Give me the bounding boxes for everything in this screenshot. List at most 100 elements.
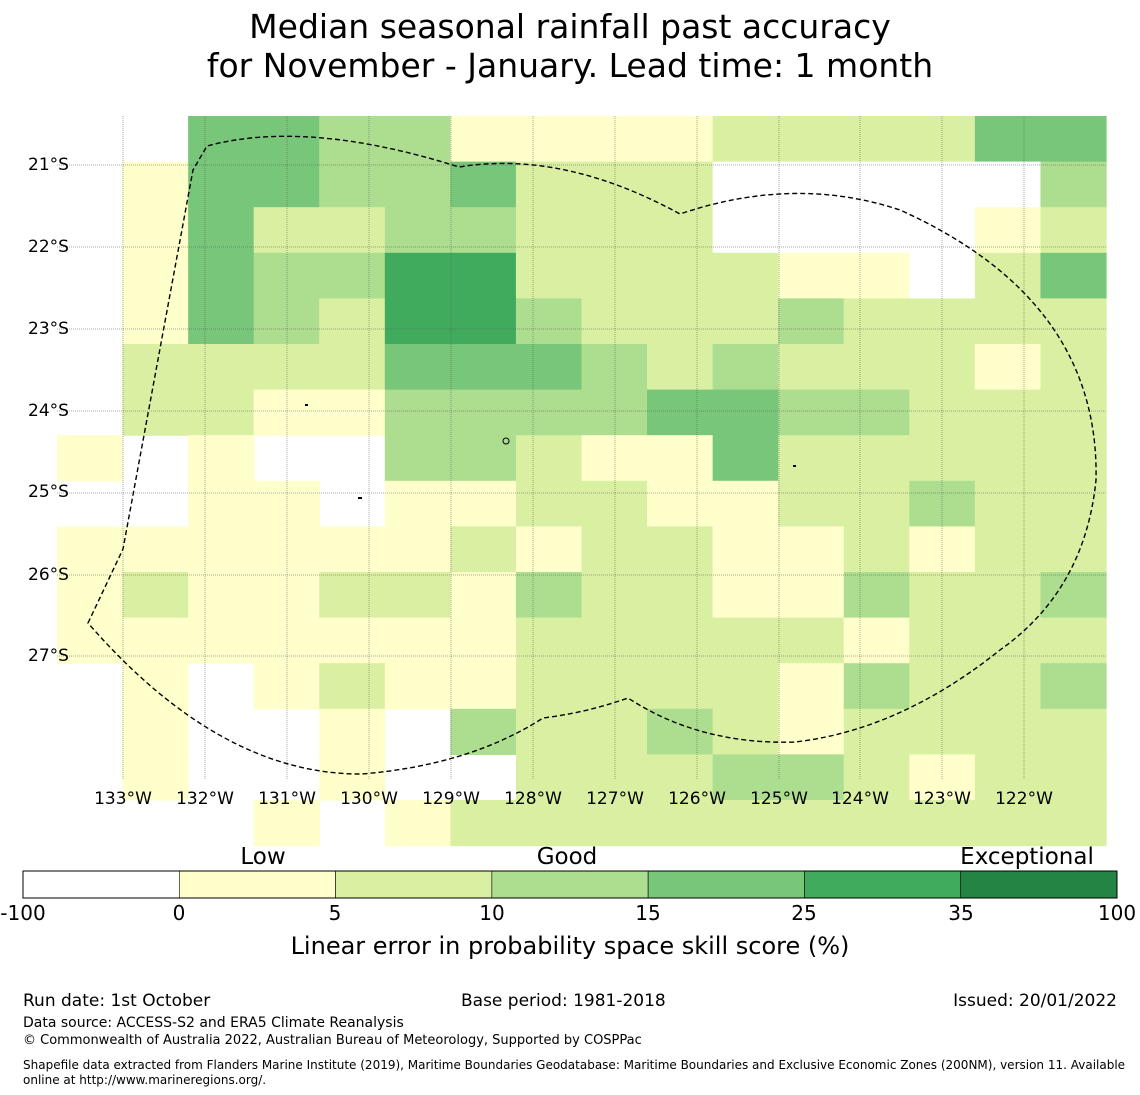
grid-cell [515,435,583,482]
grid-cell [974,252,1042,299]
grid-cell [581,252,648,299]
colorbar-tick: -100 [0,901,46,925]
lon-label-124w: 124°W [831,789,889,809]
grid-cell [253,800,320,847]
grid-cell [319,252,386,299]
grid-cell [974,298,1042,345]
grid-cell [778,572,845,619]
grid-cell [712,708,779,755]
grid-cell [450,252,517,299]
colorbar-tick: 5 [328,901,342,925]
colorbar-title: Linear error in probability space skill … [290,932,850,960]
grid-cell [450,344,517,391]
grid-cell [843,663,910,710]
grid-cell [122,572,189,619]
grid-cell [647,617,714,664]
grid-cell [778,435,845,482]
map-title-line-1: Median seasonal rainfall past accuracy [249,7,891,46]
grid-cell [319,207,386,254]
grid-cell [384,435,451,482]
grid-cell [515,480,583,527]
grid-cell [384,344,451,391]
grid-cell [319,754,386,801]
grid-cell [712,116,779,163]
grid-cell [450,116,517,163]
grid-cell [188,116,255,163]
lat-label-27s: 27°S [28,646,69,666]
grid-cell [188,617,255,664]
grid-cell [581,480,648,527]
grid-cell [909,161,976,208]
grid-cell [122,754,189,801]
grid-cell [253,298,320,345]
grid-cell [515,207,583,254]
grid-cell [712,389,779,436]
colorbar-tick: 25 [791,901,817,925]
grid-cell [843,116,910,163]
grid-cell [384,161,451,208]
shapefile-credit-line-2: online at http://www.marineregions.org/. [23,1073,267,1087]
grid-cell [515,800,583,847]
grid-cell [974,161,1042,208]
grid-cell [581,663,648,710]
grid-cell [450,526,517,573]
grid-cell [712,252,779,299]
grid-cell [581,708,648,755]
grid-cell [647,800,714,847]
grid-cell [712,754,779,801]
grid-cell [384,252,451,299]
lon-label-126w: 126°W [668,789,726,809]
grid-cell [384,617,451,664]
grid-cell [57,526,124,573]
grid-cell [647,116,714,163]
grid-cell [581,116,648,163]
grid-cell [384,663,451,710]
lat-label-26s: 26°S [28,565,69,585]
grid-cell [778,754,845,801]
grid-cell [974,526,1042,573]
colorbar [22,870,1118,899]
grid-cell [647,754,714,801]
colorbar-bin [178,870,336,899]
grid-cell [450,161,517,208]
grid-cell [712,344,779,391]
grid-cell [909,116,976,163]
grid-cell [1040,389,1107,436]
grid-cell [712,572,779,619]
grid-cell [581,161,648,208]
grid-cell [974,116,1042,163]
lon-label-132w: 132°W [176,789,234,809]
grid-cell [974,754,1042,801]
grid-cell [188,161,255,208]
grid-cell [450,663,517,710]
lat-label-24s: 24°S [28,401,69,421]
grid-cell [319,526,386,573]
grid-cell [384,480,451,527]
colorbar-bin [804,870,962,899]
grid-cell [188,207,255,254]
grid-cell [974,389,1042,436]
grid-cell [57,617,124,664]
grid-cell [319,298,386,345]
grid-cell [319,572,386,619]
grid-cell [581,572,648,619]
lon-label-127w: 127°W [586,789,644,809]
grid-cell [122,298,189,345]
grid-cell [122,526,189,573]
grid-cell [515,252,583,299]
grid-cell [384,298,451,345]
base-period: Base period: 1981-2018 [461,991,666,1011]
grid-cell [647,344,714,391]
grid-cell [909,617,976,664]
grid-cell [778,161,845,208]
grid-cell [1040,344,1107,391]
grid-cell [122,617,189,664]
run-date: Run date: 1st October [23,991,211,1011]
lat-label-23s: 23°S [28,319,69,339]
grid-cell [319,663,386,710]
grid-cell [188,480,255,527]
grid-cell [188,572,255,619]
grid-cell [778,480,845,527]
grid-cell [188,389,255,436]
